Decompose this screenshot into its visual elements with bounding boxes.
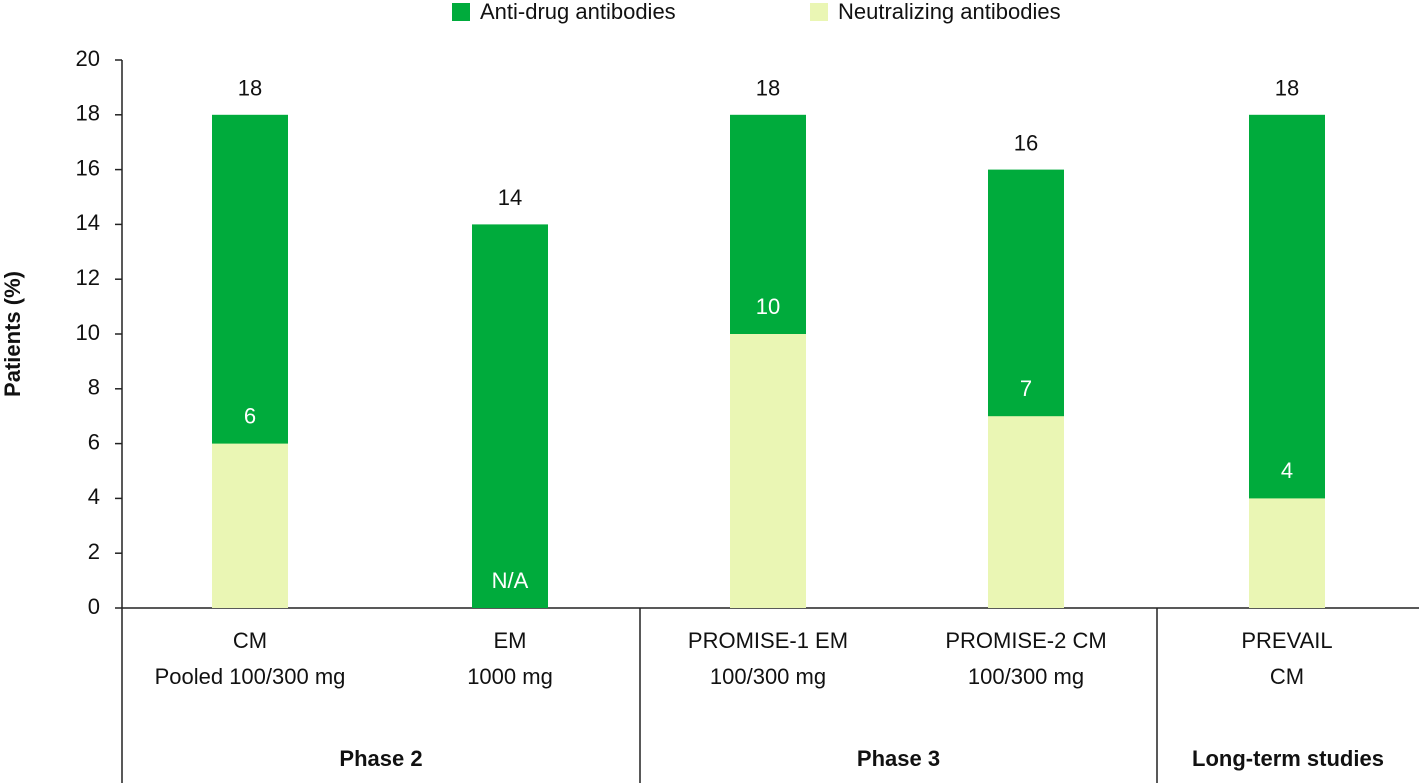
- x-tick-label: Pooled 100/300 mg: [155, 664, 346, 689]
- data-label: 18: [1275, 76, 1299, 101]
- data-label: 7: [1020, 376, 1032, 401]
- legend-label: Anti-drug antibodies: [480, 0, 676, 24]
- bar: [730, 334, 806, 608]
- y-tick-label: 12: [76, 265, 100, 290]
- data-label: 14: [498, 185, 522, 210]
- data-label: 16: [1014, 130, 1038, 155]
- x-tick-label: 1000 mg: [467, 664, 553, 689]
- y-tick-label: 2: [88, 539, 100, 564]
- data-label: 10: [756, 294, 780, 319]
- x-tick-label: PROMISE-1 EM: [688, 628, 848, 653]
- x-tick-label: CM: [233, 628, 267, 653]
- bar: [212, 443, 288, 608]
- x-tick-label: 100/300 mg: [710, 664, 826, 689]
- y-tick-label: 14: [76, 210, 100, 235]
- y-tick-label: 8: [88, 375, 100, 400]
- legend-swatch: [452, 3, 470, 21]
- bar: [1249, 498, 1325, 608]
- y-tick-label: 4: [88, 484, 100, 509]
- bar: [988, 416, 1064, 608]
- y-tick-label: 0: [88, 594, 100, 619]
- group-label: Phase 3: [857, 746, 940, 771]
- bar: [472, 224, 548, 608]
- data-label: 6: [244, 403, 256, 428]
- x-tick-label: PREVAIL: [1241, 628, 1332, 653]
- group-label: Long-term studies: [1192, 746, 1384, 771]
- group-label: Phase 2: [339, 746, 422, 771]
- x-tick-label: CM: [1270, 664, 1304, 689]
- legend-swatch: [810, 3, 828, 21]
- data-label: 18: [756, 76, 780, 101]
- y-tick-label: 6: [88, 429, 100, 454]
- y-tick-label: 20: [76, 46, 100, 71]
- x-tick-label: PROMISE-2 CM: [945, 628, 1106, 653]
- data-label: 18: [238, 76, 262, 101]
- x-tick-label: 100/300 mg: [968, 664, 1084, 689]
- data-label: N/A: [492, 568, 529, 593]
- y-axis-label: Patients (%): [0, 271, 25, 397]
- x-tick-label: EM: [494, 628, 527, 653]
- data-label: 4: [1281, 458, 1293, 483]
- legend-label: Neutralizing antibodies: [838, 0, 1061, 24]
- y-tick-label: 10: [76, 320, 100, 345]
- y-tick-label: 16: [76, 155, 100, 180]
- y-tick-label: 18: [76, 101, 100, 126]
